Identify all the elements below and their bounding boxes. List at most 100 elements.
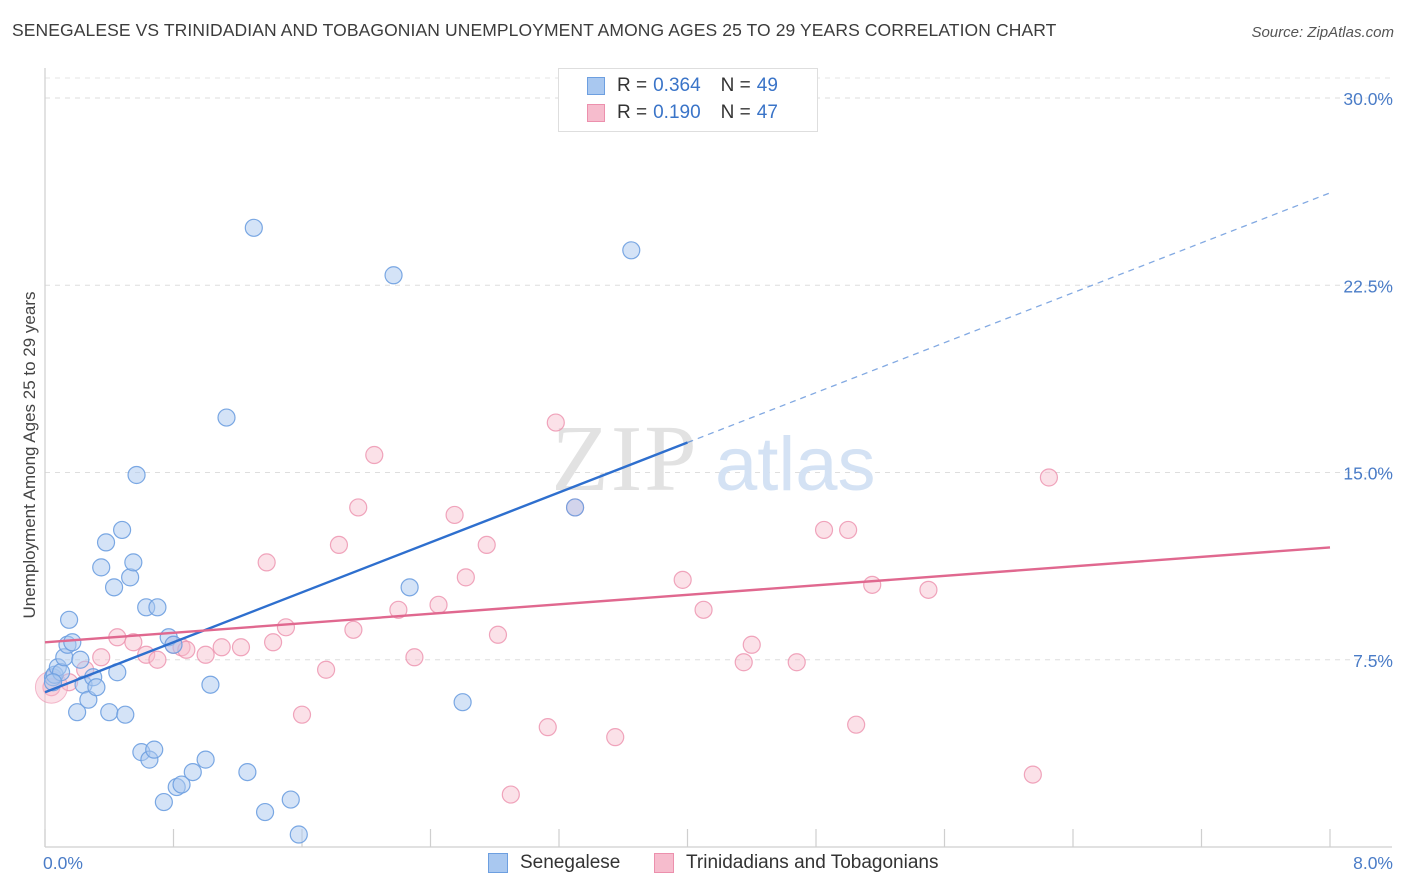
data-point-senegalese bbox=[183, 762, 202, 782]
series-senegalese-points bbox=[43, 218, 641, 844]
data-point-trinidadian bbox=[445, 505, 464, 525]
y-tick-label: 7.5% bbox=[1353, 651, 1393, 671]
data-point-senegalese bbox=[289, 825, 308, 844]
legend-r-value: 0.364 bbox=[653, 75, 701, 96]
data-point-senegalese bbox=[154, 792, 173, 812]
bottom-legend-swatch-pink bbox=[654, 853, 674, 873]
data-point-trinidadian bbox=[787, 653, 806, 672]
legend-swatch-blue bbox=[587, 77, 605, 95]
data-point-senegalese bbox=[244, 218, 263, 237]
data-point-senegalese bbox=[196, 750, 215, 769]
data-point-senegalese bbox=[622, 241, 641, 260]
legend-n-label: N = bbox=[720, 102, 751, 123]
data-point-trinidadian bbox=[606, 728, 625, 747]
bottom-legend-trinidadian: Trinidadians and Tobagonians bbox=[654, 852, 938, 874]
chart-title: SENEGALESE VS TRINIDADIAN AND TOBAGONIAN… bbox=[12, 20, 1057, 40]
bottom-legend: Senegalese Trinidadians and Tobagonians bbox=[0, 852, 1406, 878]
data-point-trinidadian bbox=[814, 520, 834, 540]
data-point-trinidadian bbox=[694, 600, 713, 619]
gridlines bbox=[45, 77, 1392, 661]
data-point-trinidadian bbox=[257, 553, 276, 572]
legend-row-trinidadian: R = 0.190 N = 47 bbox=[587, 101, 778, 125]
data-point-senegalese bbox=[172, 775, 191, 794]
legend-n-value: 47 bbox=[756, 102, 778, 123]
data-point-trinidadian bbox=[742, 635, 761, 654]
legend-n-label: N = bbox=[720, 75, 751, 96]
data-point-senegalese bbox=[201, 675, 220, 694]
data-point-trinidadian bbox=[389, 600, 408, 619]
watermark-zip: ZIP bbox=[552, 407, 699, 511]
data-point-trinidadian bbox=[316, 660, 336, 679]
data-point-trinidadian bbox=[1023, 765, 1042, 784]
data-point-senegalese bbox=[400, 578, 419, 597]
data-point-trinidadian bbox=[212, 638, 231, 657]
data-point-senegalese bbox=[63, 633, 82, 652]
data-point-senegalese bbox=[92, 558, 111, 577]
data-point-trinidadian bbox=[196, 645, 215, 664]
trendline-senegalese bbox=[44, 441, 688, 694]
data-point-senegalese bbox=[565, 498, 585, 517]
bottom-legend-senegalese: Senegalese bbox=[488, 852, 620, 874]
data-point-trinidadian bbox=[488, 625, 508, 644]
tick-labels: 7.5% 15.0% 22.5% 30.0% 0.0% 8.0% bbox=[43, 89, 1393, 873]
data-point-senegalese bbox=[124, 553, 143, 572]
data-point-senegalese bbox=[384, 266, 403, 285]
data-point-trinidadian bbox=[429, 595, 448, 614]
bottom-legend-swatch-blue bbox=[488, 853, 508, 873]
data-point-senegalese bbox=[87, 678, 106, 697]
trendline-senegalese-extension bbox=[687, 192, 1331, 444]
legend-row-senegalese: R = 0.364 N = 49 bbox=[587, 74, 778, 98]
data-point-senegalese bbox=[281, 790, 300, 809]
source-credit: Source: ZipAtlas.com bbox=[1251, 24, 1394, 41]
legend-r-label: R = bbox=[617, 102, 648, 123]
data-point-trinidadian bbox=[92, 648, 111, 667]
x-tick-label: 0.0% bbox=[43, 853, 83, 873]
data-point-trinidadian bbox=[365, 445, 384, 465]
data-point-trinidadian bbox=[734, 653, 753, 672]
legend-r-label: R = bbox=[617, 75, 648, 96]
data-point-trinidadian bbox=[538, 718, 557, 737]
data-point-trinidadian bbox=[863, 575, 882, 594]
data-point-trinidadian bbox=[919, 580, 938, 599]
data-point-trinidadian bbox=[329, 535, 349, 555]
axes bbox=[44, 68, 1392, 848]
legend-n-value: 49 bbox=[756, 75, 778, 96]
y-tick-label: 15.0% bbox=[1343, 464, 1393, 484]
data-point-senegalese bbox=[100, 703, 119, 722]
data-point-senegalese bbox=[68, 703, 87, 722]
y-tick-label: 22.5% bbox=[1343, 276, 1393, 296]
data-point-trinidadian bbox=[263, 633, 283, 652]
data-point-senegalese bbox=[453, 693, 472, 712]
data-point-trinidadian bbox=[124, 633, 143, 652]
data-point-trinidadian bbox=[839, 520, 858, 540]
watermark-atlas: atlas bbox=[715, 422, 876, 507]
data-point-trinidadian bbox=[456, 568, 475, 587]
data-point-trinidadian bbox=[148, 650, 167, 669]
data-point-trinidadian bbox=[1039, 468, 1059, 487]
data-point-senegalese bbox=[104, 578, 124, 597]
data-point-trinidadian bbox=[673, 570, 692, 589]
data-point-senegalese bbox=[112, 520, 132, 540]
legend-r-value: 0.190 bbox=[653, 102, 701, 123]
bottom-legend-label: Senegalese bbox=[520, 852, 621, 873]
trend-lines bbox=[44, 192, 1331, 694]
legend-swatch-pink bbox=[587, 104, 605, 122]
data-point-trinidadian bbox=[231, 638, 251, 657]
data-point-senegalese bbox=[255, 802, 275, 822]
data-point-trinidadian bbox=[546, 413, 565, 432]
data-point-senegalese bbox=[96, 533, 116, 552]
y-tick-label: 30.0% bbox=[1343, 89, 1393, 109]
data-point-trinidadian bbox=[501, 785, 520, 804]
data-point-trinidadian bbox=[292, 705, 312, 724]
data-point-senegalese bbox=[148, 598, 167, 617]
legend-box: R = 0.364 N = 49 R = 0.190 N = 47 bbox=[558, 68, 818, 132]
data-point-trinidadian bbox=[847, 715, 866, 734]
data-point-trinidadian bbox=[276, 618, 296, 637]
data-point-senegalese bbox=[116, 705, 135, 724]
data-point-senegalese bbox=[217, 408, 236, 427]
x-tick-label: 8.0% bbox=[1353, 853, 1393, 873]
data-point-senegalese bbox=[238, 762, 257, 782]
trendline-trinidadian bbox=[44, 546, 1331, 644]
data-point-trinidadian bbox=[405, 648, 424, 667]
